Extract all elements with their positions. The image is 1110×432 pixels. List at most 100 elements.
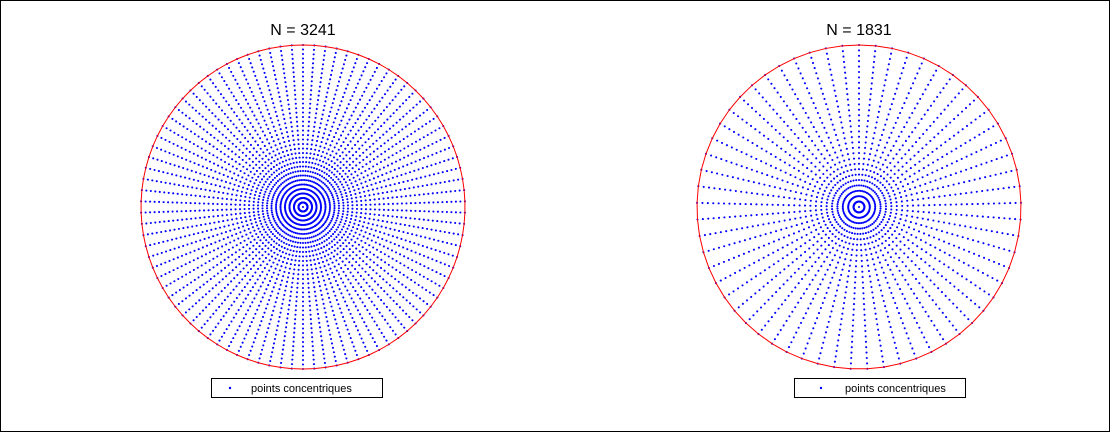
data-point [267,247,270,250]
data-point [963,314,966,317]
data-point [342,141,345,144]
data-point [963,181,966,184]
data-point [365,263,368,266]
data-point [793,197,796,200]
data-point [759,234,762,237]
data-point [384,185,388,188]
data-point [288,267,291,270]
data-point [846,98,849,101]
data-point [873,307,876,310]
data-point [337,207,341,210]
data-point [252,167,255,170]
data-point [861,227,864,230]
data-point [382,208,386,211]
data-point [790,128,793,131]
data-point [411,319,414,322]
data-point [345,54,348,57]
data-point [829,281,832,284]
data-point [220,109,224,112]
data-point [888,195,891,198]
data-point [824,248,827,251]
data-point [261,186,264,189]
data-point [834,235,837,238]
data-point [776,333,779,336]
data-point [372,253,375,256]
data-point [244,297,247,300]
data-point [218,226,222,229]
data-point [290,48,294,51]
data-point [382,245,385,248]
data-point [301,156,305,159]
data-point [785,319,788,322]
data-point [809,199,812,202]
data-point [330,192,333,195]
data-point [845,147,848,150]
data-point [323,307,326,310]
data-point [417,168,420,171]
data-point [332,314,336,317]
data-point [779,328,782,332]
data-point [292,249,295,253]
data-point [230,280,233,283]
data-point [344,285,347,288]
data-point [795,238,799,242]
data-point [258,166,261,169]
data-point [741,227,744,230]
data-point [885,189,888,192]
data-point [895,87,898,90]
data-point [315,299,318,302]
data-point [329,144,332,147]
data-point [332,121,335,124]
data-point [380,153,383,156]
data-point [385,105,388,109]
data-point [386,164,389,167]
data-point [384,150,387,153]
data-point [310,84,313,87]
data-point [766,203,769,206]
data-point [432,210,435,213]
data-point [200,255,203,258]
data-point [244,114,247,117]
data-point [319,330,322,333]
data-point [313,290,316,293]
data-point [251,176,254,179]
data-point [354,278,357,281]
data-point [382,214,385,217]
data-point [883,84,886,87]
data-point [264,76,267,79]
data-point [763,183,766,186]
data-point [275,236,279,240]
data-point [779,271,782,274]
data-point [818,135,821,138]
data-point [194,240,198,243]
data-point [369,198,372,201]
data-point [269,294,272,297]
data-point [261,348,264,351]
data-point [275,174,279,178]
data-point [814,322,817,325]
data-point [782,211,785,214]
data-point [371,188,374,191]
data-point [888,183,891,186]
data-point [385,130,388,133]
data-point [274,301,277,304]
data-point [917,204,920,207]
data-point [273,176,276,179]
data-point [816,317,819,320]
data-point [886,315,889,318]
data-point [997,216,1001,219]
data-point [201,165,204,168]
data-point [798,150,801,154]
data-point [966,237,969,240]
data-point [272,217,275,220]
data-point [199,125,202,128]
data-point [293,245,296,248]
data-point [454,211,457,214]
data-point [369,153,372,156]
data-point [257,198,260,201]
data-point [391,209,395,212]
data-point [837,223,840,226]
data-point [951,233,954,236]
data-point [301,268,305,272]
